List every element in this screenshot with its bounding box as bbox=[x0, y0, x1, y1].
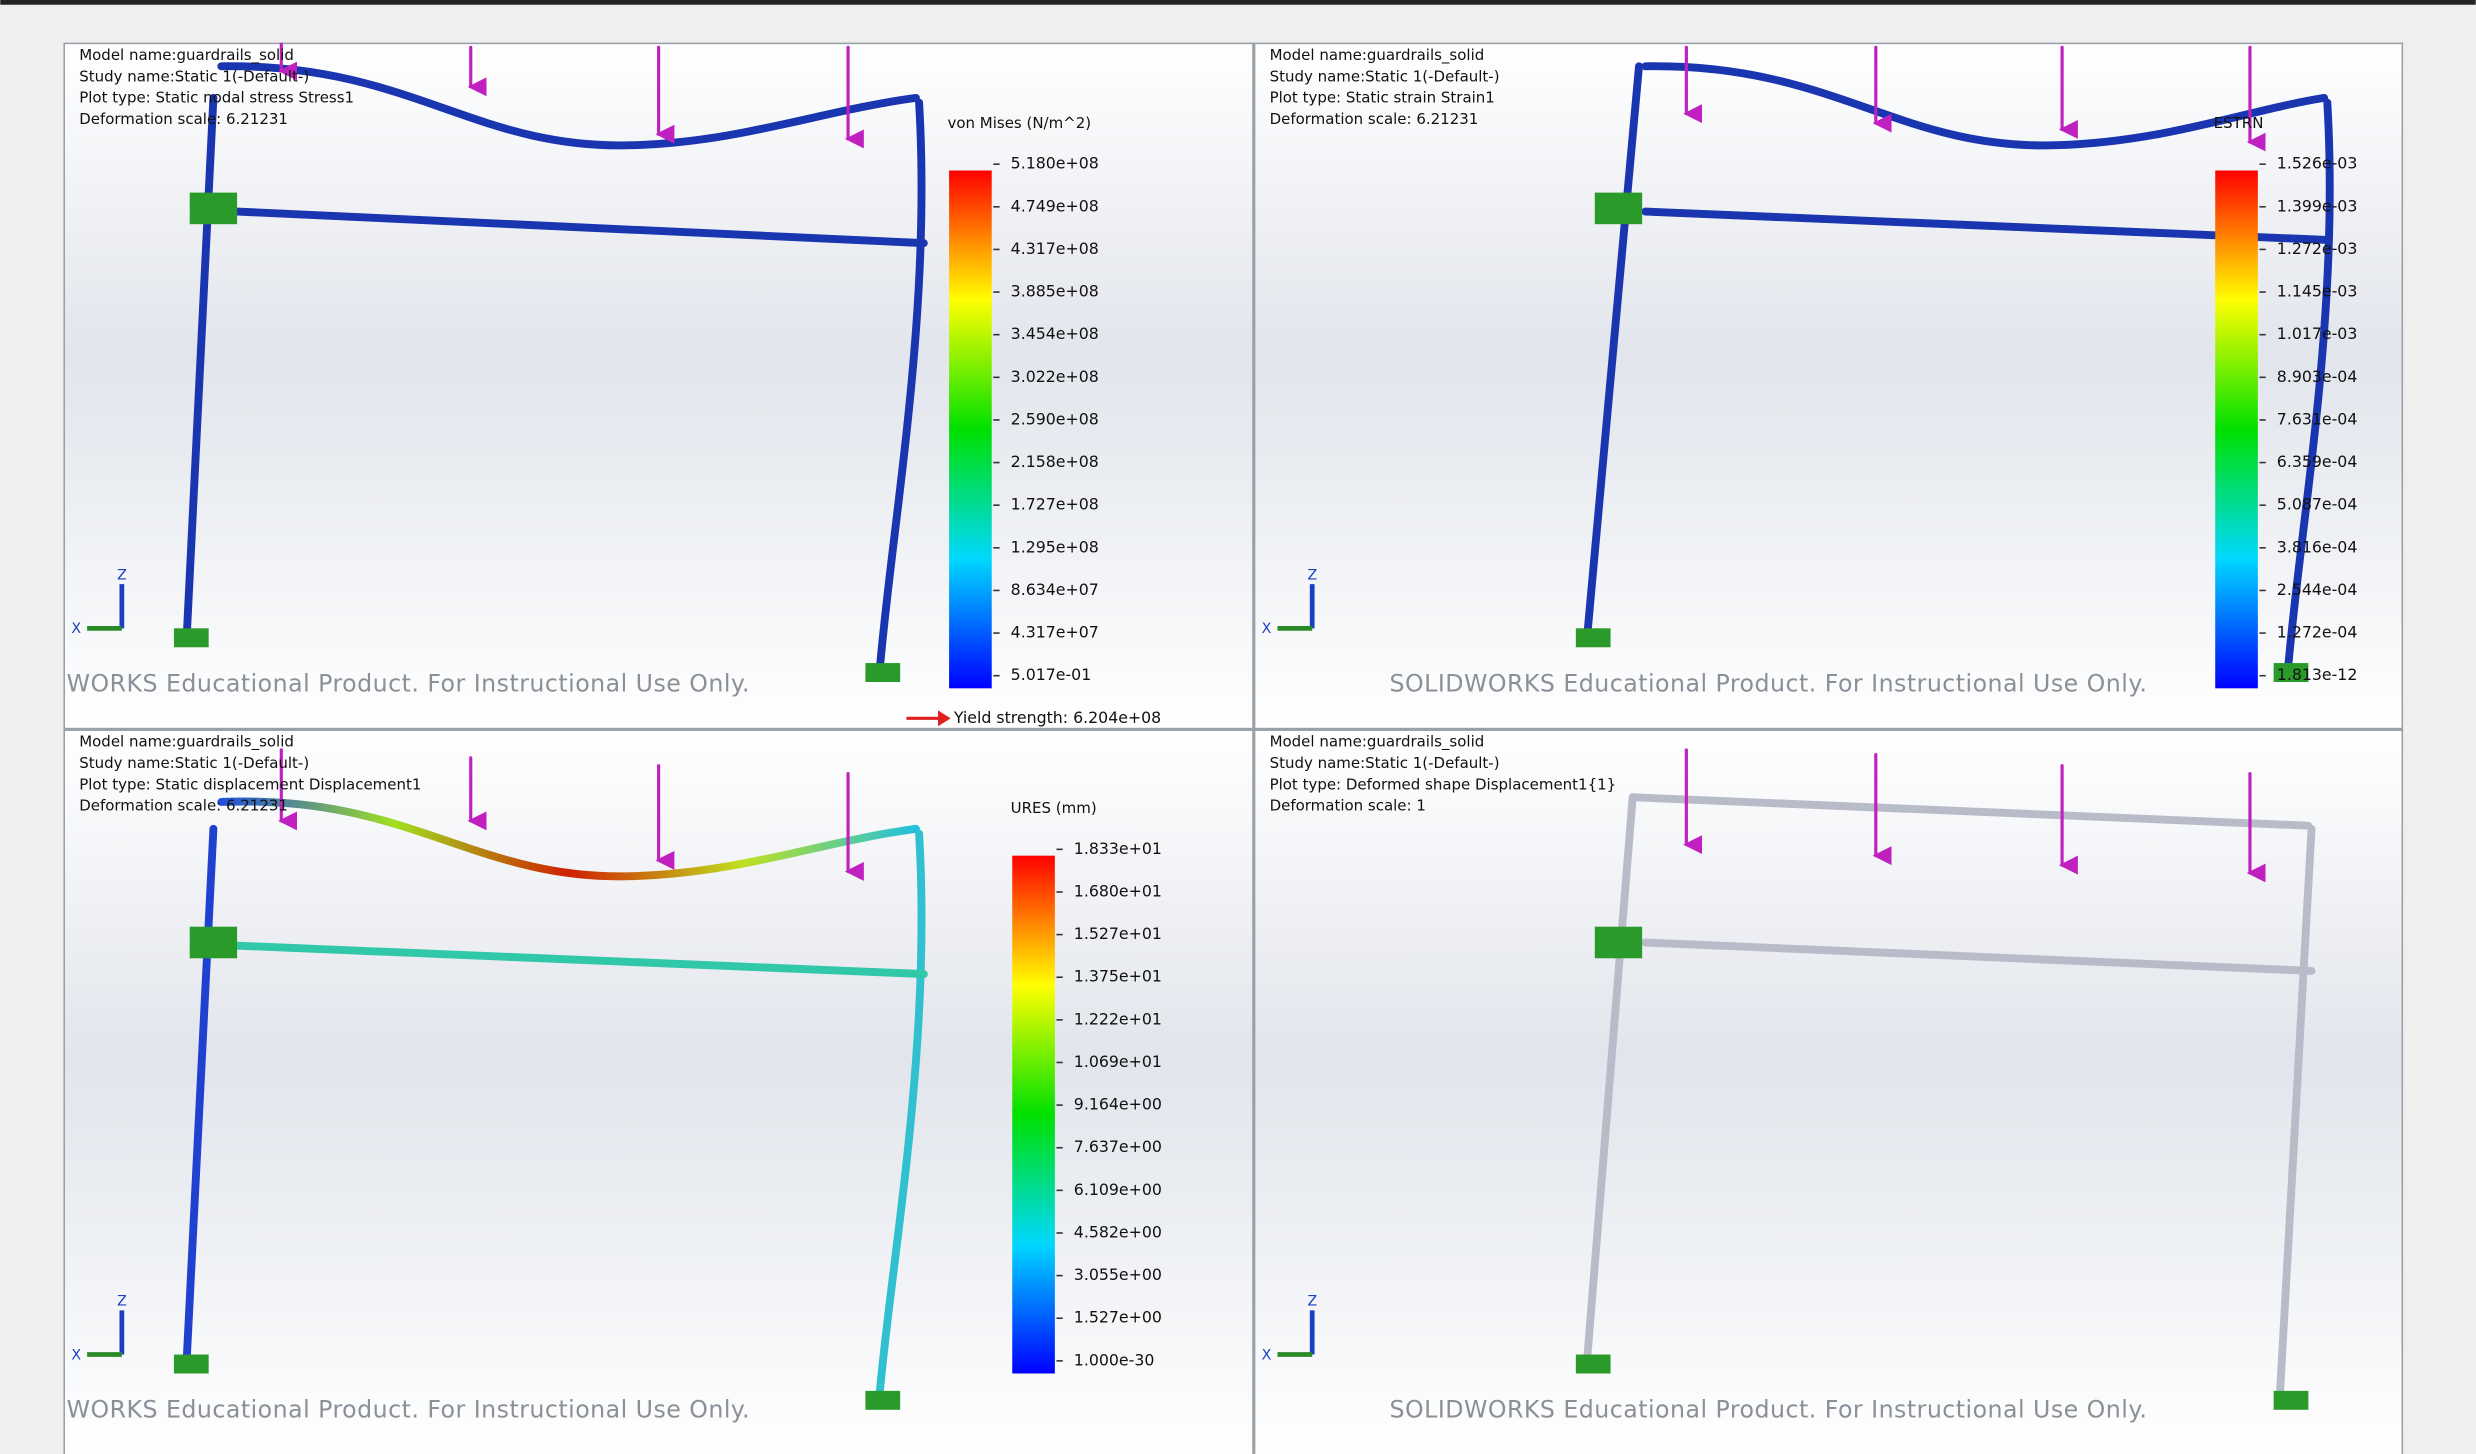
legend-label: 4.582e+00 bbox=[1074, 1222, 1162, 1241]
legend-label: 1.272e-03 bbox=[2277, 239, 2358, 258]
legend-label: 5.180e+08 bbox=[1011, 154, 1099, 173]
triad-z-label: Z bbox=[1307, 567, 1317, 583]
info-line: Deformation scale: 1 bbox=[1270, 797, 1426, 815]
legend-label: 1.272e-04 bbox=[2277, 623, 2358, 642]
legend-label: 1.375e+01 bbox=[1074, 967, 1162, 986]
legend-label: 1.680e+01 bbox=[1074, 881, 1162, 900]
watermark: WORKS Educational Product. For Instructi… bbox=[67, 669, 750, 697]
triad-z-label: Z bbox=[117, 567, 127, 583]
legend-colorbar bbox=[949, 171, 992, 689]
triad-z-label: Z bbox=[117, 1294, 127, 1310]
legend-label: 2.158e+08 bbox=[1011, 452, 1099, 471]
legend-label: 1.527e+00 bbox=[1074, 1308, 1162, 1327]
legend-label: 3.055e+00 bbox=[1074, 1265, 1162, 1284]
legend-label: 3.022e+08 bbox=[1011, 367, 1099, 386]
legend-label: 6.359e-04 bbox=[2277, 452, 2358, 471]
info-line: Plot type: Deformed shape Displacement1{… bbox=[1270, 775, 1617, 793]
top-bar bbox=[0, 0, 2475, 5]
legend-label: 3.885e+08 bbox=[1011, 282, 1099, 301]
legend-label: 4.317e+07 bbox=[1011, 623, 1099, 642]
legend-colorbar bbox=[1012, 856, 1055, 1374]
info-line: Study name:Static 1(-Default-) bbox=[1270, 67, 1500, 85]
legend-title: von Mises (N/m^2) bbox=[948, 114, 1092, 132]
info-line: Study name:Static 1(-Default-) bbox=[79, 754, 309, 772]
legend-label: 5.017e-01 bbox=[1011, 665, 1092, 684]
legend-label: 1.526e-03 bbox=[2277, 154, 2358, 173]
legend-label: 1.000e-30 bbox=[1074, 1350, 1155, 1369]
legend-colorbar bbox=[2215, 171, 2258, 689]
legend-label: 1.727e+08 bbox=[1011, 495, 1099, 514]
info-line: Model name:guardrails_solid bbox=[1270, 46, 1485, 65]
legend-label: 1.399e-03 bbox=[2277, 196, 2358, 215]
legend-label: 1.145e-03 bbox=[2277, 282, 2358, 301]
info-line: Model name:guardrails_solid bbox=[79, 46, 294, 65]
triad-x-label: X bbox=[71, 1347, 81, 1363]
watermark: WORKS Educational Product. For Instructi… bbox=[67, 1396, 750, 1424]
legend-label: 1.222e+01 bbox=[1074, 1009, 1162, 1028]
info-line: Plot type: Static strain Strain1 bbox=[1270, 89, 1495, 107]
legend-label: 9.164e+00 bbox=[1074, 1095, 1162, 1114]
legend-label: 1.295e+08 bbox=[1011, 537, 1099, 556]
legend-label: 7.631e-04 bbox=[2277, 409, 2358, 428]
legend-label: 3.816e-04 bbox=[2277, 537, 2358, 556]
yield-strength: Yield strength: 6.204e+08 bbox=[953, 708, 1161, 727]
legend-label: 1.813e-12 bbox=[2277, 665, 2358, 684]
triad-x-label: X bbox=[71, 621, 81, 637]
legend-label: 8.634e+07 bbox=[1011, 580, 1099, 599]
legend-label: 1.069e+01 bbox=[1074, 1052, 1162, 1071]
legend-title: URES (mm) bbox=[1011, 799, 1097, 817]
info-line: Deformation scale: 6.21231 bbox=[1270, 110, 1479, 128]
legend-label: 5.087e-04 bbox=[2277, 495, 2358, 514]
viewport-bg bbox=[1255, 731, 2401, 1454]
info-line: Deformation scale: 6.21231 bbox=[79, 110, 288, 128]
legend-label: 4.749e+08 bbox=[1011, 196, 1099, 215]
info-line: Model name:guardrails_solid bbox=[79, 733, 294, 752]
screenshot: Model name:guardrails_solid Study name:St… bbox=[0, 0, 2476, 1454]
legend-label: 1.527e+01 bbox=[1074, 924, 1162, 943]
info-line: Study name:Static 1(-Default-) bbox=[1270, 754, 1500, 772]
watermark: SOLIDWORKS Educational Product. For Inst… bbox=[1390, 1396, 2148, 1424]
legend-label: 7.637e+00 bbox=[1074, 1137, 1162, 1156]
info-line: Deformation scale: 6.21231 bbox=[79, 797, 288, 815]
page: {"axis_labels":{"z":"Z","x":"X"}, "viewp… bbox=[0, 0, 2476, 1454]
info-line: Model name:guardrails_solid bbox=[1270, 733, 1485, 752]
legend-title: ESTRN bbox=[2214, 114, 2264, 132]
triad-z-label: Z bbox=[1307, 1294, 1317, 1310]
legend-label: 1.017e-03 bbox=[2277, 324, 2358, 343]
triad-x-label: X bbox=[1262, 1347, 1272, 1363]
legend-label: 4.317e+08 bbox=[1011, 239, 1099, 258]
legend-label: 8.903e-04 bbox=[2277, 367, 2358, 386]
watermark: SOLIDWORKS Educational Product. For Inst… bbox=[1390, 669, 2148, 697]
info-line: Plot type: Static nodal stress Stress1 bbox=[79, 89, 354, 107]
info-line: Study name:Static 1(-Default-) bbox=[79, 67, 309, 85]
legend-label: 1.833e+01 bbox=[1074, 839, 1162, 858]
legend-label: 2.544e-04 bbox=[2277, 580, 2358, 599]
legend-label: 2.590e+08 bbox=[1011, 409, 1099, 428]
legend-label: 6.109e+00 bbox=[1074, 1180, 1162, 1199]
legend-label: 3.454e+08 bbox=[1011, 324, 1099, 343]
triad-x-label: X bbox=[1262, 621, 1272, 637]
info-line: Plot type: Static displacement Displacem… bbox=[79, 775, 421, 793]
